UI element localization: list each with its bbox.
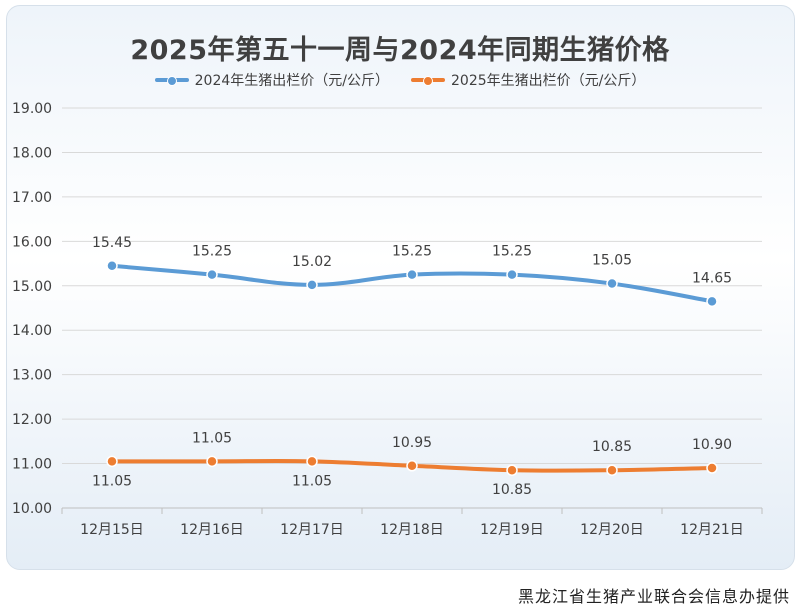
data-label: 10.85 — [592, 439, 632, 455]
x-tick-label: 12月20日 — [580, 522, 644, 538]
data-point — [706, 295, 718, 308]
data-point — [306, 455, 318, 468]
data-label: 15.02 — [292, 254, 332, 270]
x-tick-label: 12月15日 — [80, 522, 144, 538]
y-tick-label: 15.00 — [12, 279, 52, 295]
y-tick-label: 12.00 — [12, 412, 52, 428]
data-point — [606, 464, 618, 476]
data-point — [206, 455, 218, 468]
chart-panel — [6, 5, 795, 570]
data-point — [306, 279, 318, 291]
data-label: 14.65 — [692, 270, 732, 286]
data-label: 11.05 — [92, 473, 132, 489]
legend-item-2025: 2025年生猪出栏价（元/公斤） — [411, 70, 645, 90]
x-tick-label: 12月16日 — [180, 522, 244, 538]
chart-title: 2025年第五十一周与2024年同期生猪价格 — [130, 35, 670, 66]
legend-label-2024: 2024年生猪出栏价（元/公斤） — [194, 73, 389, 89]
data-label: 15.25 — [392, 244, 432, 260]
data-point — [706, 462, 718, 474]
y-tick-label: 16.00 — [12, 234, 52, 250]
y-tick-label: 13.00 — [12, 368, 52, 384]
data-point — [406, 460, 418, 472]
x-tick-label: 12月17日 — [280, 522, 344, 538]
data-label: 10.95 — [392, 435, 432, 451]
data-label: 10.90 — [692, 437, 732, 453]
data-label: 15.05 — [592, 253, 632, 269]
data-label: 15.25 — [192, 244, 232, 260]
data-point — [106, 260, 118, 272]
data-label: 10.85 — [492, 482, 532, 498]
data-point — [406, 268, 418, 281]
legend-swatch-2024 — [154, 73, 189, 87]
data-point — [106, 455, 118, 468]
y-tick-label: 14.00 — [12, 323, 52, 339]
data-label: 11.05 — [192, 430, 232, 446]
y-tick-label: 10.00 — [12, 501, 52, 517]
y-tick-label: 18.00 — [12, 145, 52, 161]
data-label: 11.05 — [292, 473, 332, 489]
y-tick-label: 19.00 — [12, 101, 52, 117]
data-label: 15.45 — [92, 235, 132, 251]
source-credit: 黑龙江省生猪产业联合会信息办提供 — [517, 587, 790, 606]
x-tick-label: 12月21日 — [680, 522, 744, 538]
legend-item-2024: 2024年生猪出栏价（元/公斤） — [154, 70, 389, 90]
legend-swatch-2025 — [411, 73, 445, 87]
data-label: 15.25 — [492, 244, 532, 260]
legend-label-2025: 2025年生猪出栏价（元/公斤） — [451, 73, 646, 89]
data-point — [606, 277, 618, 290]
data-point — [506, 464, 518, 476]
y-tick-label: 11.00 — [12, 457, 52, 473]
y-tick-label: 17.00 — [12, 190, 52, 206]
data-point — [206, 268, 218, 281]
x-tick-label: 12月19日 — [480, 522, 544, 538]
x-tick-label: 12月18日 — [380, 522, 444, 538]
chart-legend: 2024年生猪出栏价（元/公斤） 2025年生猪出栏价（元/公斤） — [0, 70, 800, 90]
data-point — [506, 268, 518, 281]
